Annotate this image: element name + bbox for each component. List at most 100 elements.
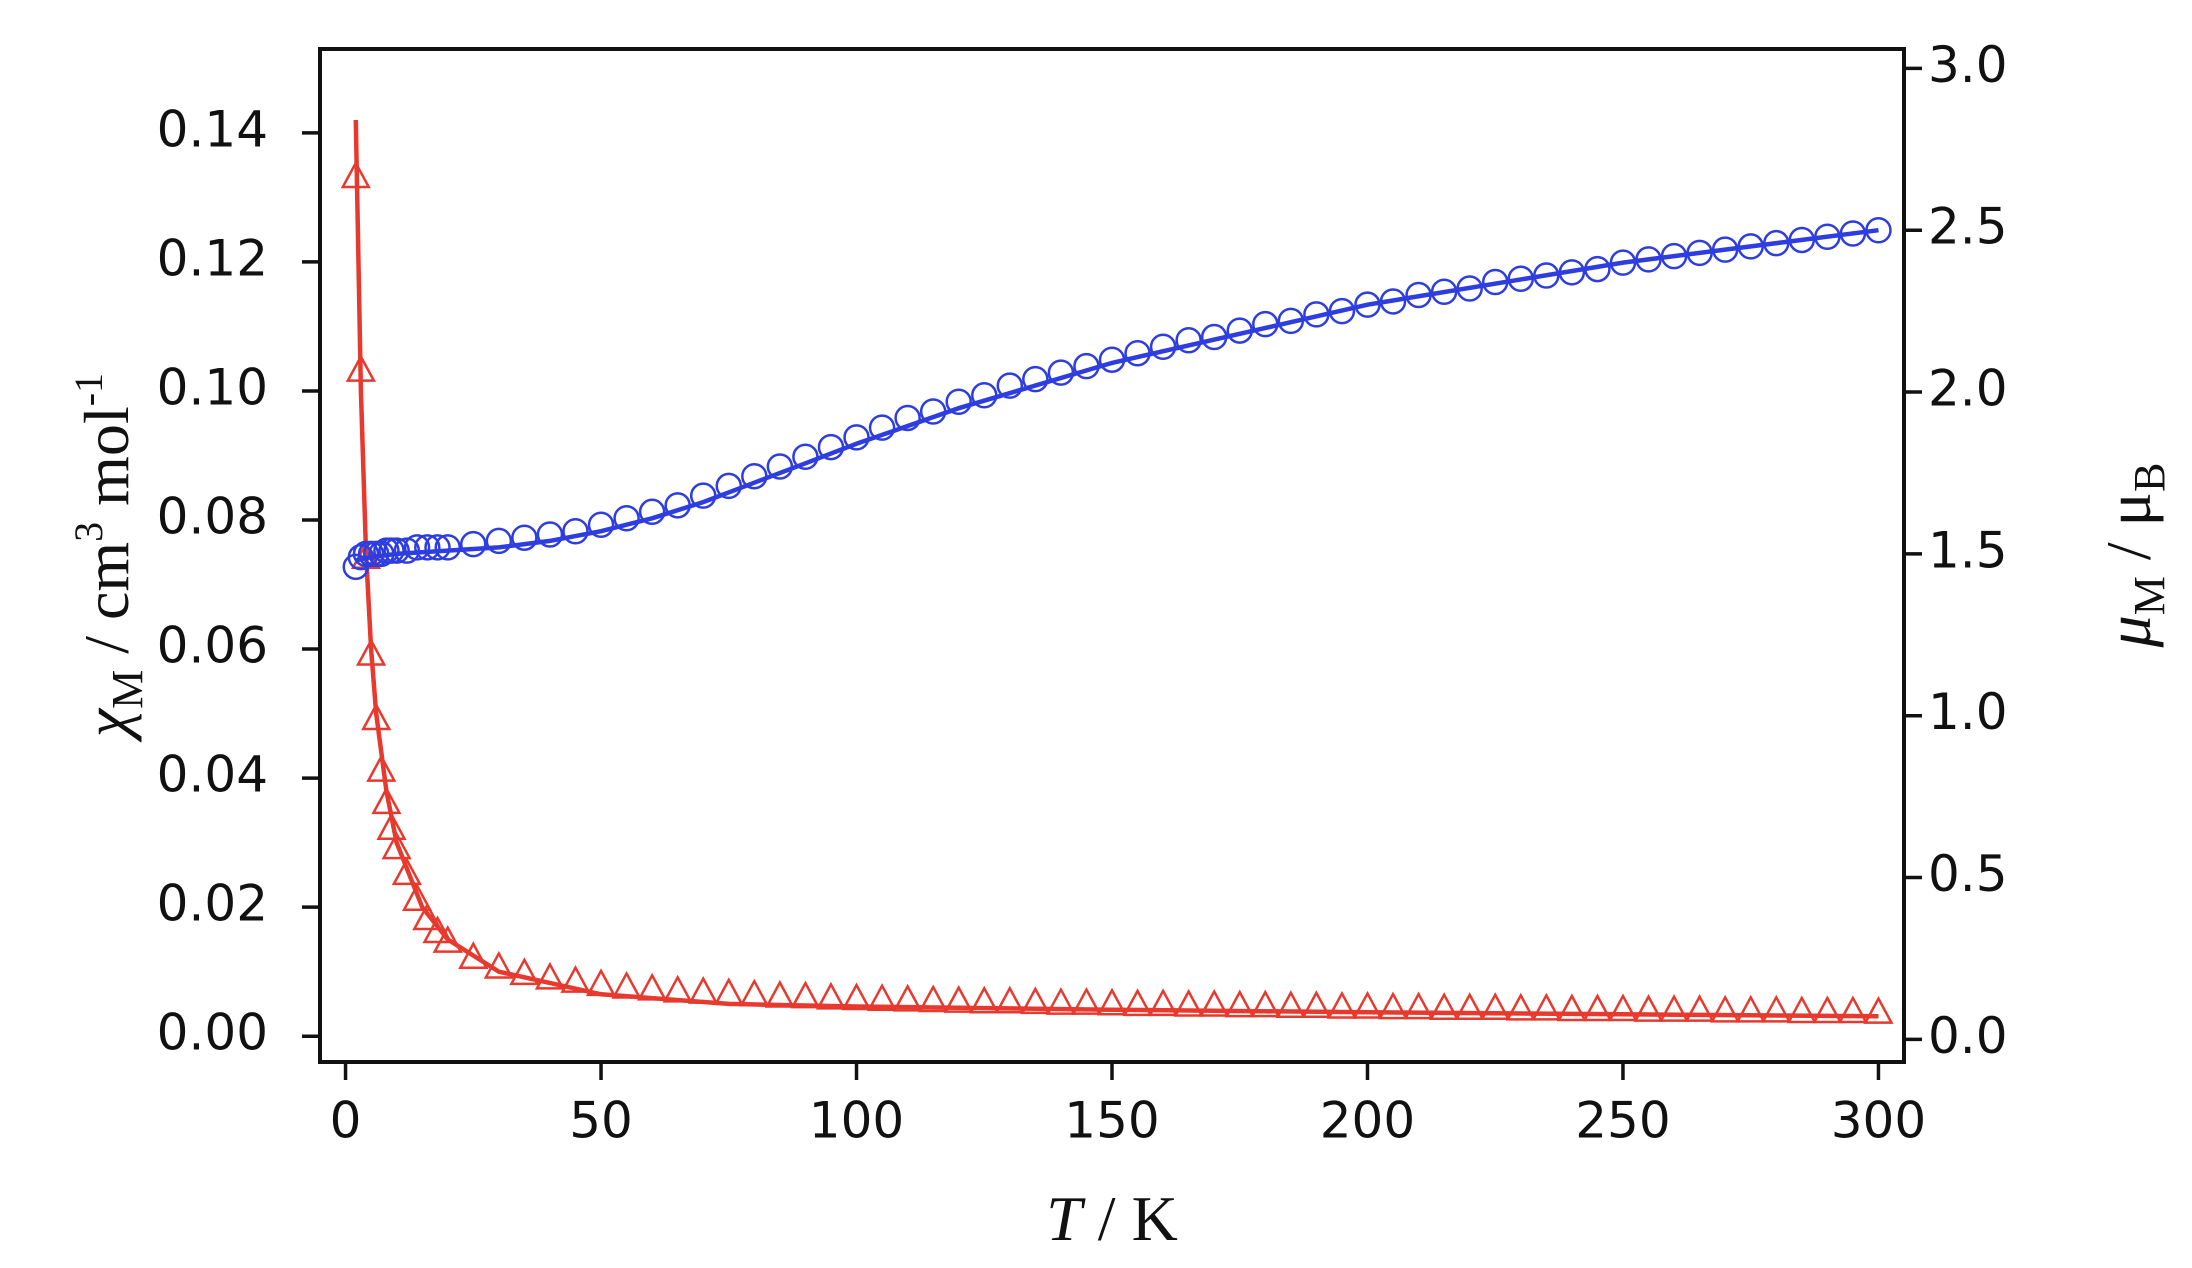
- y2-label-part: M: [2125, 576, 2174, 615]
- data-point: [1199, 988, 1230, 1017]
- data-point: [1326, 990, 1358, 1019]
- data-point: [403, 534, 431, 561]
- data-point: [587, 511, 615, 539]
- data-point: [866, 983, 898, 1011]
- data-point: [1607, 993, 1639, 1022]
- data-point: [841, 982, 872, 1011]
- data-point: [969, 985, 1000, 1014]
- data-point: [1556, 993, 1587, 1022]
- x-axis-label: T / K: [1046, 1183, 1178, 1254]
- y2-tick-label: 2.5: [1928, 198, 2008, 256]
- data-point: [1837, 995, 1868, 1024]
- data-point: [1786, 995, 1817, 1024]
- data-point: [1045, 986, 1076, 1015]
- data-point: [1710, 994, 1741, 1023]
- y2-label-part: / μ: [2093, 492, 2164, 576]
- x-tick-label: 150: [1064, 1092, 1159, 1150]
- data-point: [1377, 991, 1409, 1020]
- data-point: [511, 524, 538, 551]
- data-point: [536, 521, 564, 548]
- y2-label-part: B: [2125, 463, 2174, 492]
- data-point: [739, 978, 770, 1007]
- y-tick-label: 0.04: [157, 746, 268, 804]
- data-point: [381, 831, 412, 860]
- data-point: [1250, 989, 1281, 1018]
- data-point: [1173, 988, 1204, 1017]
- data-point: [1275, 990, 1306, 1019]
- y-tick-label: 0.00: [157, 1004, 268, 1062]
- data-point: [562, 517, 589, 545]
- y2-tick-label: 3.0: [1928, 36, 2008, 94]
- x-tick-label: 50: [569, 1092, 633, 1150]
- data-point: [868, 414, 896, 441]
- y-label-part: mol: [71, 406, 142, 522]
- data-point: [366, 754, 397, 782]
- y-label-part: χ: [71, 707, 142, 743]
- data-point: [943, 985, 974, 1013]
- x-tick-label: 300: [1831, 1092, 1926, 1150]
- data-point: [432, 925, 463, 953]
- y-tick-label: 0.02: [157, 875, 268, 933]
- x-axis-label-unit: / K: [1082, 1183, 1178, 1254]
- data-point: [1020, 986, 1051, 1015]
- data-point: [1454, 992, 1485, 1020]
- data-point: [1122, 988, 1153, 1017]
- data-point: [1148, 988, 1179, 1017]
- data-point: [613, 505, 640, 532]
- plot-frame: [318, 47, 1906, 1064]
- data-point: [1658, 994, 1690, 1022]
- y2-label-part: μ: [2093, 615, 2164, 648]
- data-point: [1403, 991, 1434, 1020]
- data-point: [713, 977, 744, 1006]
- x-axis-label-symbol: T: [1046, 1183, 1086, 1254]
- y-label-part: / cm: [71, 542, 142, 670]
- data-point: [815, 981, 847, 1010]
- data-point: [918, 984, 949, 1013]
- y-tick-label: 0.08: [157, 488, 268, 546]
- data-point: [509, 957, 540, 986]
- y2-axis-label: μM / μB: [2093, 463, 2174, 649]
- data-point: [1480, 992, 1511, 1020]
- fit-line: [353, 119, 1879, 1019]
- data-point: [996, 372, 1024, 399]
- fit-line: [355, 227, 1879, 563]
- data-point: [1531, 992, 1562, 1021]
- y-tick-label: 0.10: [157, 358, 268, 416]
- data-point: [1735, 994, 1766, 1023]
- data-point: [1429, 992, 1460, 1020]
- data-point: [894, 404, 921, 432]
- data-point: [1301, 990, 1332, 1019]
- data-point: [1224, 989, 1255, 1018]
- y-label-part: 3: [66, 522, 111, 542]
- data-point: [688, 975, 719, 1004]
- y2-tick-label: 0.5: [1928, 845, 2008, 903]
- data-point: [414, 534, 441, 561]
- data-point: [1071, 986, 1102, 1015]
- x-tick-label: 250: [1575, 1092, 1670, 1150]
- x-tick-label: 0: [330, 1092, 362, 1150]
- x-tick-label: 100: [809, 1092, 904, 1150]
- data-point: [1761, 994, 1792, 1023]
- data-point: [534, 961, 566, 990]
- data-point: [1582, 993, 1613, 1022]
- y-label-part: -1: [66, 373, 111, 406]
- y-tick-label: 0.14: [157, 100, 268, 158]
- data-point: [1863, 995, 1894, 1024]
- y-tick-label: 0.06: [157, 617, 268, 675]
- data-point: [560, 965, 591, 993]
- data-point: [391, 857, 422, 886]
- data-point: [1633, 994, 1664, 1022]
- y2-tick-label: 2.0: [1928, 360, 2008, 418]
- x-tick-label: 200: [1320, 1092, 1415, 1150]
- y-tick-label: 0.12: [157, 229, 268, 287]
- y2-tick-label: 0.0: [1928, 1007, 2008, 1065]
- data-point: [371, 786, 402, 815]
- data-point: [994, 985, 1025, 1014]
- data-point: [1175, 327, 1202, 354]
- data-point: [945, 388, 972, 416]
- data-point: [401, 883, 433, 911]
- data-point: [1352, 990, 1383, 1019]
- data-point: [1812, 995, 1843, 1024]
- y2-tick-label: 1.0: [1928, 683, 2008, 741]
